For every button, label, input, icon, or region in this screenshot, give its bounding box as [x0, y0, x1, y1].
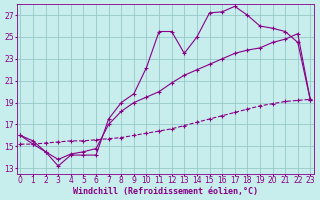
- X-axis label: Windchill (Refroidissement éolien,°C): Windchill (Refroidissement éolien,°C): [73, 187, 258, 196]
